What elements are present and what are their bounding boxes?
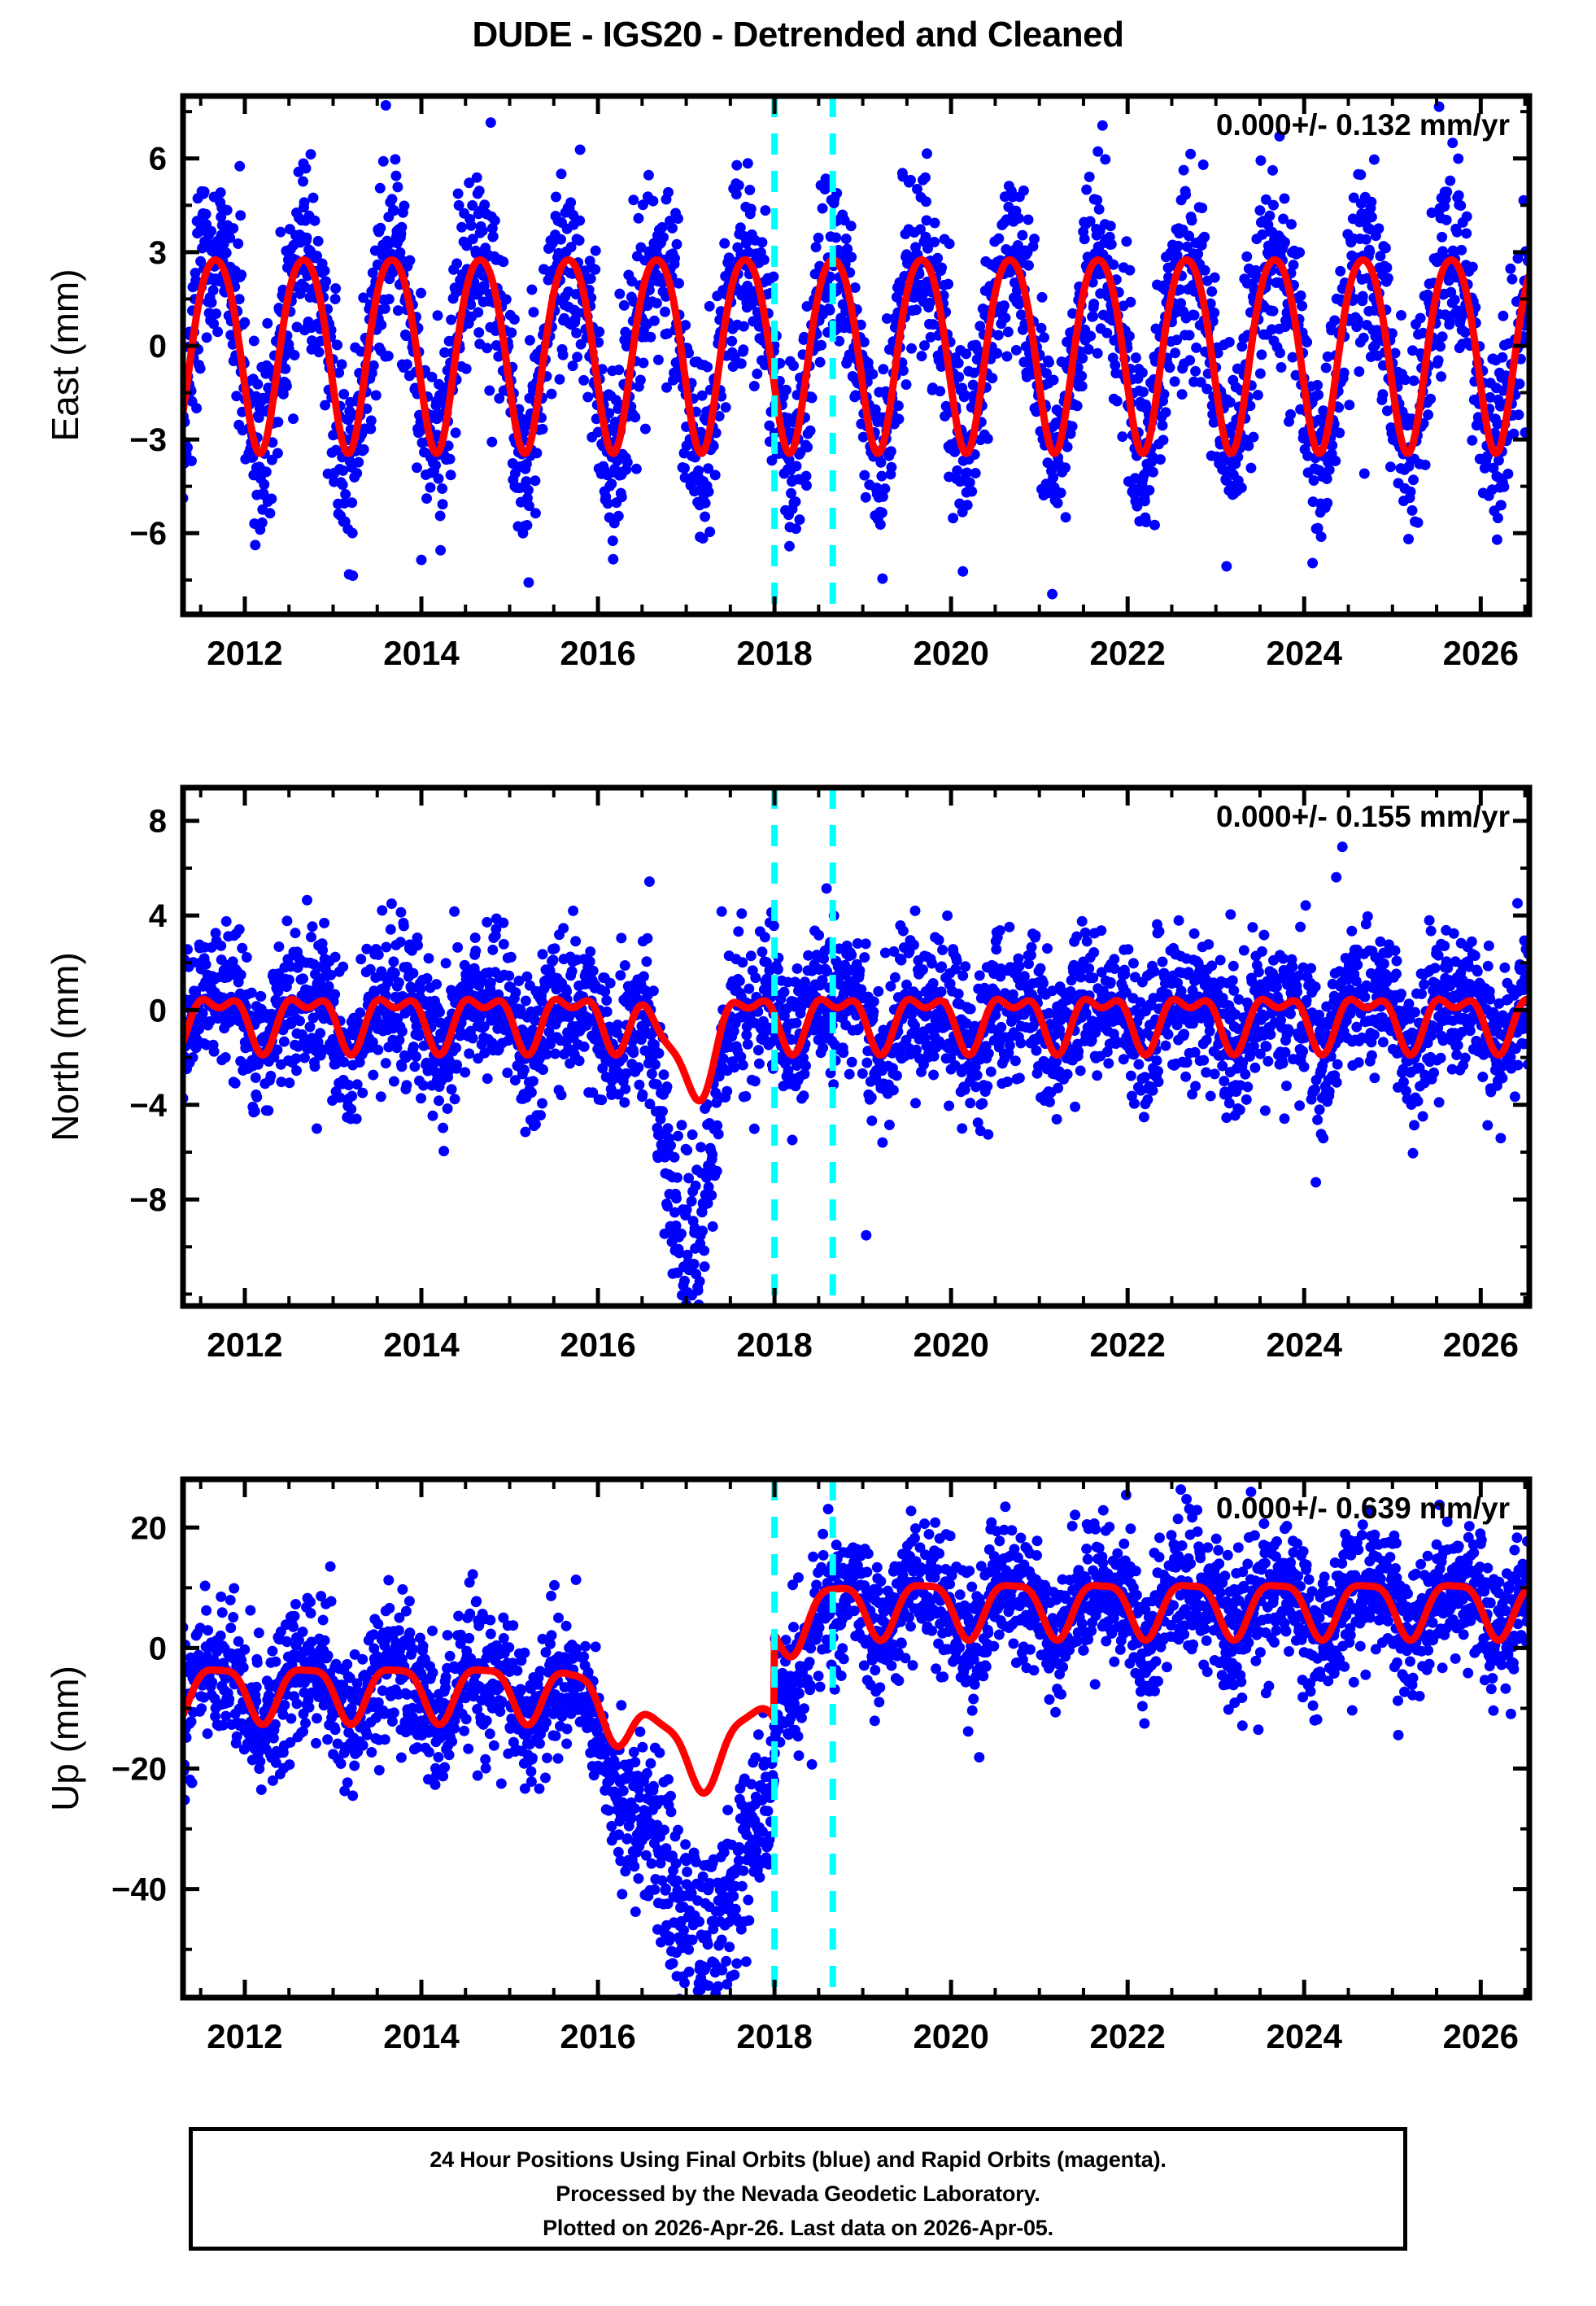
rate-annotation-up: 0.000+/- 0.639 mm/yr [1216,1491,1510,1525]
caption-box: 24 Hour Positions Using Final Orbits (bl… [189,2127,1407,2251]
xtick-label: 2016 [560,2017,635,2055]
caption-line-2: Processed by the Nevada Geodetic Laborat… [193,2177,1403,2211]
xtick-label: 2012 [207,2017,282,2055]
caption-line-1: 24 Hour Positions Using Final Orbits (bl… [193,2142,1403,2177]
panel-up: 20 0 −20 −40 2012 2014 2016 2018 2020 2022 2024 202… [0,0,1596,2071]
plot-up: 20 0 −20 −40 2012 2014 2016 2018 2020 2022 2024 202… [0,0,1596,2071]
ytick-label: −40 [111,1872,167,1908]
scatter-points-up [178,1484,1535,2018]
caption-line-3: Plotted on 2026-Apr-26. Last data on 202… [193,2211,1403,2245]
xtick-label: 2020 [913,2017,988,2055]
y-axis-label-up: Up (mm) [44,1666,86,1811]
xtick-label: 2022 [1089,2017,1165,2055]
xtick-label: 2026 [1443,2017,1519,2055]
xtick-label: 2024 [1267,2017,1343,2055]
xtick-label: 2014 [383,2017,460,2055]
ytick-label: 0 [149,1631,167,1666]
ytick-label: 20 [131,1510,168,1546]
xtick-label: 2018 [736,2017,812,2055]
ytick-label: −20 [111,1752,167,1788]
